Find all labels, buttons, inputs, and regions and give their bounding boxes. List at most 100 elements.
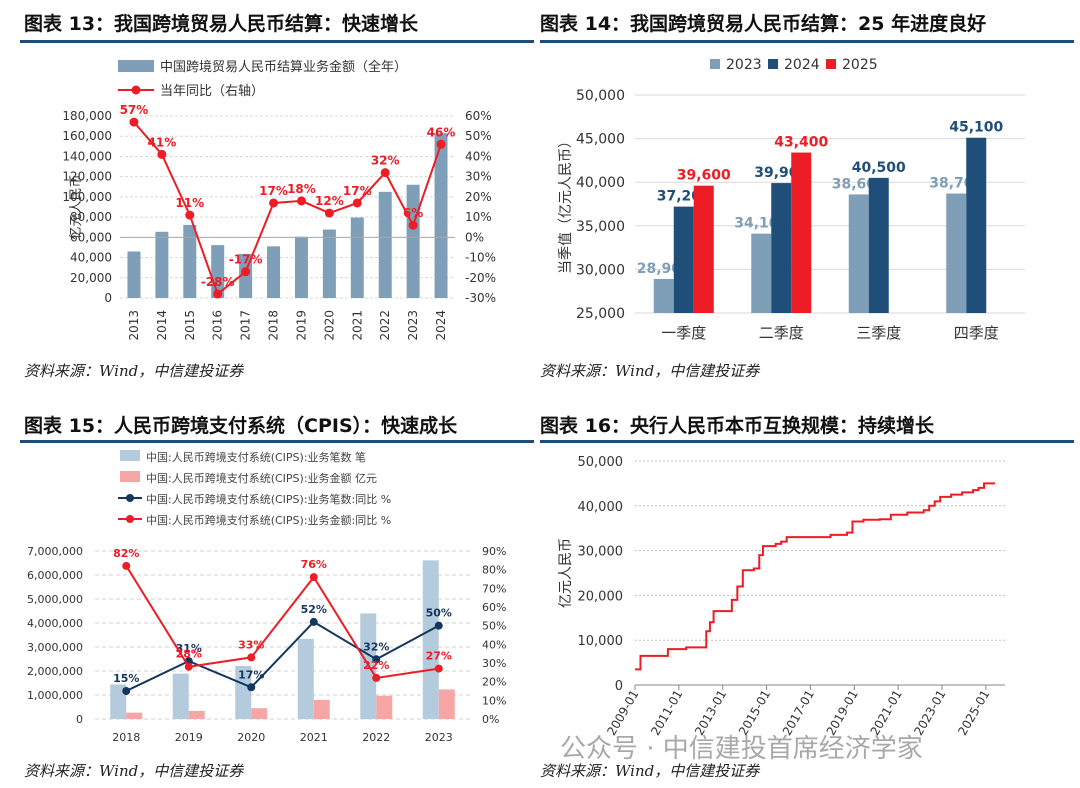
bar	[751, 233, 772, 313]
y-tick-label: 25,000	[576, 306, 625, 322]
data-point	[184, 662, 193, 671]
y-tick-label: 20,000	[578, 589, 624, 604]
data-label: 43,400	[774, 135, 828, 151]
legend-marker	[126, 494, 134, 502]
panel-title: 图表 16：央行人民币本币互换规模：持续增长	[540, 415, 935, 437]
source-note: 资料来源：Wind，中信建投证券	[540, 362, 760, 380]
bar	[771, 183, 792, 313]
y2-tick-label: -20%	[465, 271, 496, 285]
data-label: 12%	[315, 194, 344, 208]
source-note: 资料来源：Wind，中信建投证券	[540, 762, 760, 780]
y2-tick-label: 40%	[482, 638, 506, 651]
y2-tick-label: 30%	[482, 657, 506, 670]
data-point	[324, 208, 334, 218]
bar	[297, 638, 314, 719]
series-line	[125, 620, 440, 692]
x-tick-label: 2021	[350, 310, 364, 341]
y2-tick-label: 70%	[482, 582, 506, 595]
data-label: 52%	[301, 603, 327, 616]
data-label: 31%	[176, 642, 202, 655]
y-tick-label: 40,000	[70, 251, 112, 265]
chart-annual-settlement: 0 20,000 40,000 60,000 80,000 100,000 120,000 1…	[62, 59, 496, 341]
bar	[791, 152, 812, 313]
panel-title: 图表 15：人民币跨境支付系统（CPIS）：快速成长	[24, 415, 458, 437]
legend-label: 中国:人民币跨境支付系统(CIPS):业务笔数:同比 %	[146, 492, 391, 506]
y2-tick-label: 30%	[465, 170, 492, 184]
title-rule	[20, 40, 534, 43]
bar	[188, 710, 205, 719]
y-axis-label: 亿元人民币	[558, 538, 574, 608]
bar	[848, 194, 869, 313]
x-tick-label: 2013	[127, 310, 141, 341]
data-point	[434, 621, 443, 630]
y2-tick-label: 40%	[465, 149, 492, 163]
y2-tick-label: 80%	[482, 564, 506, 577]
x-tick-label: 2022	[378, 310, 392, 341]
legend-swatch	[120, 471, 140, 482]
bar	[350, 217, 364, 298]
data-point	[380, 168, 390, 178]
watermark: 公众号 · 中信建投首席经济学家	[560, 734, 923, 764]
data-point	[157, 149, 167, 159]
legend-label: 当年同比（右轴）	[160, 84, 264, 99]
bar	[313, 699, 330, 719]
title-rule	[540, 440, 1074, 443]
y-tick-label: 30,000	[576, 262, 625, 278]
bar	[172, 673, 189, 719]
data-label: 22%	[363, 659, 389, 672]
legend-marker	[131, 85, 141, 95]
data-point	[269, 198, 279, 208]
x-tick-label: 2022	[362, 731, 390, 744]
y-tick-label: 1,000,000	[27, 689, 83, 702]
bar	[267, 246, 281, 298]
x-tick-label: 2021	[300, 731, 328, 744]
data-label: 40,500	[852, 160, 906, 176]
series-line	[635, 482, 995, 671]
x-tick-label: 2018	[112, 731, 140, 744]
x-tick-label: 2020	[237, 731, 265, 744]
bar	[155, 231, 169, 298]
panel-cips: 图表 15：人民币跨境支付系统（CPIS）：快速成长 0 1,000,000 2,0…	[0, 394, 540, 788]
x-tick-label: 2015	[183, 310, 197, 341]
legend-marker	[126, 515, 134, 523]
y2-tick-label: 10%	[465, 210, 492, 224]
x-tick-label: 二季度	[759, 324, 804, 342]
x-tick-label: 2019	[294, 310, 308, 341]
y-tick-label: 6,000,000	[27, 569, 83, 582]
data-point	[122, 687, 131, 695]
bar	[868, 177, 889, 313]
bar	[438, 689, 455, 719]
chart-currency-swap: 010,00020,00030,00040,00050,000亿元人民币2009…	[558, 455, 1005, 738]
data-label: 33%	[238, 638, 264, 651]
legend-label: 2025	[842, 57, 878, 73]
y-tick-label: 0	[104, 291, 112, 305]
x-tick-label: 2023	[406, 310, 420, 341]
y-tick-label: 120,000	[62, 170, 112, 184]
x-tick-label: 2014	[155, 310, 169, 341]
title-rule	[540, 40, 1074, 43]
legend-label: 中国:人民币跨境支付系统(CIPS):业务金额:同比 %	[146, 513, 391, 527]
y2-tick-label: 10%	[482, 694, 506, 707]
y-tick-label: 180,000	[62, 109, 112, 123]
bar	[183, 224, 197, 298]
bar	[673, 206, 694, 313]
y-tick-label: 100,000	[62, 190, 112, 204]
series-line	[125, 565, 439, 680]
data-label: 46%	[427, 125, 456, 139]
legend-label: 中国跨境贸易人民币结算业务金额（全年）	[160, 59, 407, 75]
y-tick-label: 4,000,000	[27, 617, 83, 630]
y2-tick-label: 90%	[482, 545, 506, 558]
x-tick-label: 三季度	[856, 324, 901, 342]
y-tick-label: 80,000	[70, 210, 112, 224]
bar	[378, 191, 392, 298]
legend-swatch	[826, 59, 836, 69]
legend-label: 2023	[726, 57, 762, 73]
data-label: 50%	[426, 607, 452, 620]
bar	[434, 133, 448, 298]
x-tick-label: 2017	[239, 310, 253, 341]
y2-tick-label: 50%	[465, 129, 492, 143]
data-label: 11%	[175, 196, 204, 210]
legend-label: 2024	[784, 57, 820, 73]
data-label: 32%	[363, 640, 389, 653]
data-label: 27%	[426, 650, 452, 663]
